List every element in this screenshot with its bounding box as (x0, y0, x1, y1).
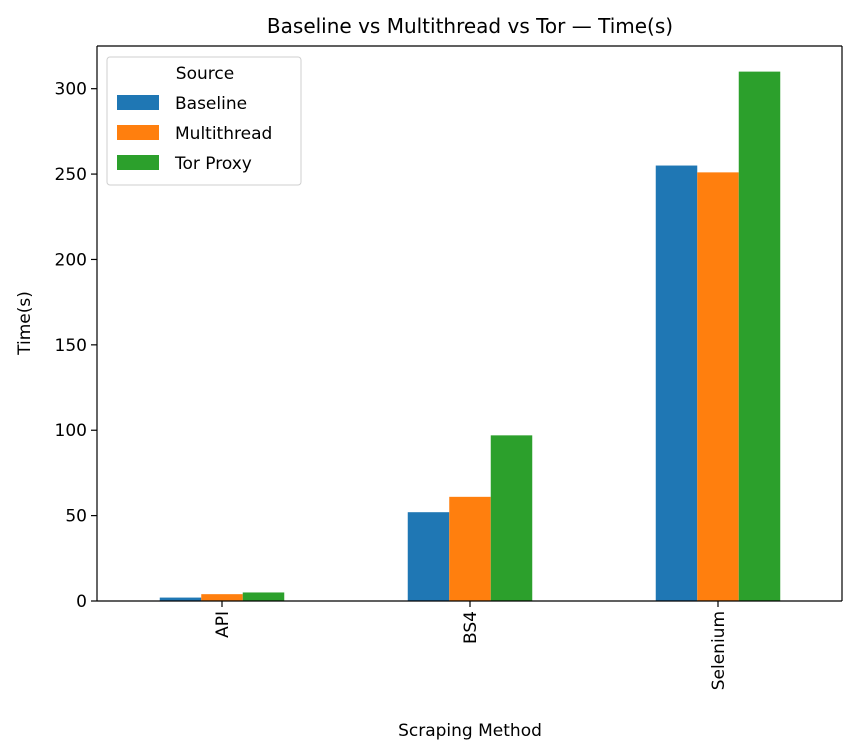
bar-tor-proxy-selenium (738, 71, 781, 602)
legend-label: Multithread (175, 124, 272, 144)
bar-multithread-selenium (697, 172, 739, 601)
y-tick-label: 200 (55, 250, 87, 270)
y-tick-label: 300 (55, 80, 87, 100)
y-tick-label: 250 (55, 165, 87, 185)
x-tick-label: BS4 (461, 611, 481, 644)
legend-label: Tor Proxy (174, 154, 252, 174)
bar-tor-proxy-bs4 (490, 435, 533, 601)
x-ticks: API BS4 Selenium (213, 601, 729, 690)
y-axis-label: Time(s) (15, 291, 35, 356)
x-tick-label: API (213, 611, 233, 638)
bar-baseline-bs4 (407, 512, 450, 601)
chart-title: Baseline vs Multithread vs Tor — Time(s) (267, 14, 673, 38)
y-ticks: 0 50 100 150 200 250 300 (55, 80, 97, 612)
y-tick-label: 50 (65, 507, 87, 527)
bar-baseline-selenium (655, 165, 698, 602)
legend-title: Source (176, 64, 234, 84)
bar-multithread-api (201, 594, 243, 601)
bar-multithread-bs4 (449, 496, 491, 601)
legend: Source Baseline Multithread Tor Proxy (106, 56, 302, 186)
y-tick-label: 0 (76, 592, 87, 612)
legend-items: Baseline Multithread Tor Proxy (117, 94, 272, 174)
legend-swatch (117, 155, 159, 170)
y-tick-label: 100 (55, 421, 87, 441)
bar-tor-proxy-api (242, 592, 285, 601)
plot-area (159, 71, 781, 602)
bar-baseline-api (159, 597, 202, 601)
legend-box (106, 56, 302, 186)
x-tick-label: Selenium (709, 611, 729, 690)
x-axis-label: Scraping Method (398, 721, 542, 741)
y-tick-label: 150 (55, 336, 87, 356)
legend-swatch (117, 125, 159, 140)
legend-swatch (117, 95, 159, 110)
legend-label: Baseline (175, 94, 247, 114)
